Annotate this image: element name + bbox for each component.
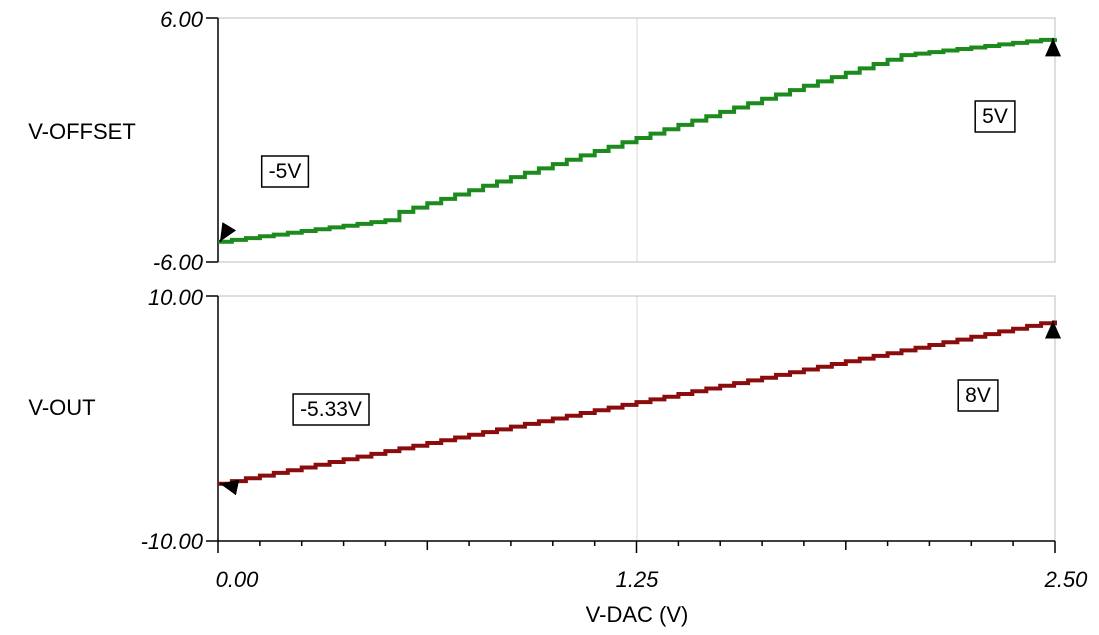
x-axis-title: V-DAC (V)	[586, 602, 689, 627]
x-axis-ticks	[217, 541, 1056, 553]
annotation-box-1-1	[957, 379, 999, 412]
panel-out-ytick-label-top: 10.00	[148, 285, 204, 310]
annotation-label-1-0: -5.33V	[300, 398, 362, 421]
panel-offset-ytick-label-bottom: -6.00	[153, 250, 204, 275]
panel-out-ylabel: V-OUT	[28, 395, 95, 420]
panel-offset: 6.00 -6.00 V-OFFSET -5V 5V	[28, 7, 1061, 275]
panel-out: 10.00 -10.00 V-OUT 0.00 1.25 2.50 V-DAC …	[28, 285, 1088, 627]
annotation-label-0-0: -5V	[269, 160, 302, 183]
panel-offset-ylabel: V-OFFSET	[28, 119, 136, 144]
panel-out-annotations: -5.33V 8V	[219, 320, 1061, 496]
annotation-box-1-0	[292, 393, 370, 426]
xtick-label-1: 1.25	[616, 567, 660, 592]
annotation-box-0-1	[974, 100, 1016, 133]
panel-out-ytick-label-bottom: -10.00	[141, 529, 204, 554]
panel-offset-annotations: -5V 5V	[219, 38, 1061, 243]
panel-out-series-group	[218, 320, 1057, 486]
annotation-arrow-0-0	[219, 222, 237, 243]
annotation-label-1-1: 8V	[965, 384, 991, 407]
panel-offset-ytick-label-top: 6.00	[160, 7, 204, 32]
panel-offset-series-group	[218, 37, 1057, 244]
series-line-1-0	[218, 320, 1057, 486]
annotation-box-0-0	[260, 155, 310, 188]
xtick-label-0: 0.00	[216, 567, 260, 592]
xtick-label-2: 2.50	[1044, 567, 1089, 592]
series-line-0-0	[218, 37, 1057, 244]
annotation-label-0-1: 5V	[982, 105, 1008, 128]
